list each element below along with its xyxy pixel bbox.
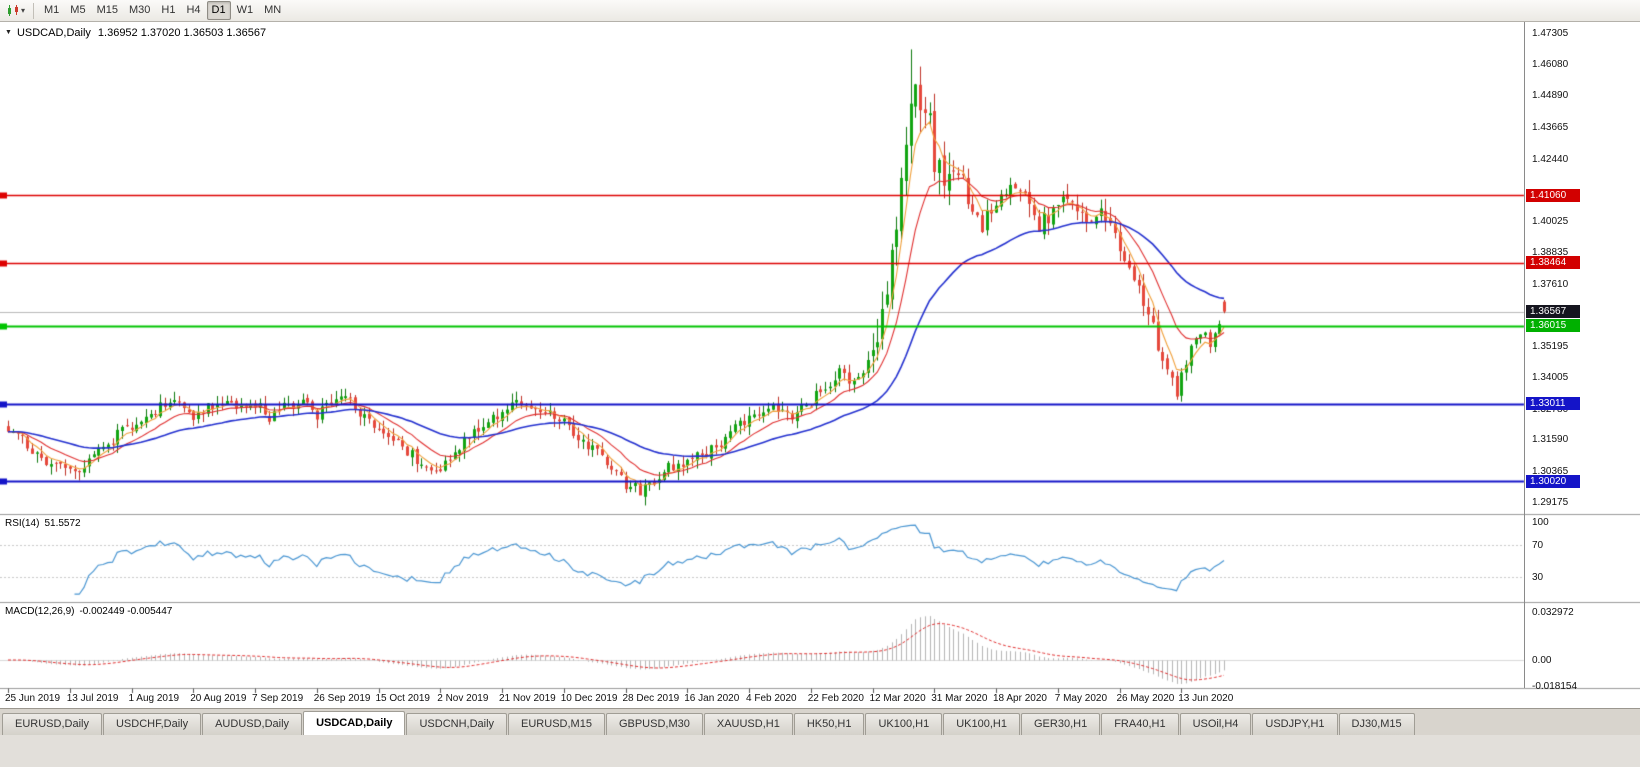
date-label: 10 Dec 2019 <box>560 693 618 704</box>
chart-tab-3-usdcad-daily[interactable]: USDCAD,Daily <box>303 711 406 735</box>
chart-tab-7-xauusd-h1[interactable]: XAUUSD,H1 <box>703 713 793 735</box>
price-tag-1.33011: 1.33011 <box>1526 397 1580 411</box>
macd-scale-label: -0.018154 <box>1532 681 1578 693</box>
macd-name: MACD(12,26,9) <box>5 606 75 617</box>
date-label: 28 Dec 2019 <box>622 693 680 704</box>
collapse-triangle-icon[interactable]: ▼ <box>5 29 12 36</box>
timeframe-button-w1[interactable]: W1 <box>236 4 254 16</box>
macd-values: -0.002449 -0.005447 <box>79 606 173 617</box>
chart-tab-6-gbpusd-m30[interactable]: GBPUSD,M30 <box>605 713 703 735</box>
chart-tab-12-fra40-h1[interactable]: FRA40,H1 <box>1101 713 1179 735</box>
chart-tab-15-dj30-m15[interactable]: DJ30,M15 <box>1338 713 1415 735</box>
price-tick-label: 1.47305 <box>1532 27 1569 39</box>
chart-tab-9-uk100-h1[interactable]: UK100,H1 <box>865 713 943 735</box>
chart-tab-8-hk50-h1[interactable]: HK50,H1 <box>793 713 865 735</box>
date-label: 7 May 2020 <box>1054 693 1108 704</box>
rsi-scale-label: 70 <box>1532 540 1544 552</box>
date-label: 1 Aug 2019 <box>128 693 180 704</box>
price-tick-label: 1.43665 <box>1532 121 1569 133</box>
rsi-scale-label: 30 <box>1532 571 1544 583</box>
price-scale[interactable]: 1.47305 1.46080 1.44890 1.43665 1.42440 1.400… <box>1524 22 1640 692</box>
date-label: 26 Sep 2019 <box>313 693 371 704</box>
price-tag-1.36567: 1.36567 <box>1526 305 1580 319</box>
timeframe-button-m1[interactable]: M1 <box>44 4 60 16</box>
candlestick-chart-icon[interactable] <box>7 4 20 17</box>
price-tick-label: 1.30365 <box>1532 466 1569 478</box>
dropdown-caret-icon[interactable]: ▾ <box>21 6 26 15</box>
toolbar-separator <box>33 2 35 19</box>
chart-window: ▼ USDCAD,Daily 1.36952 1.37020 1.36503 1.3… <box>0 22 1640 708</box>
date-label: 4 Feb 2020 <box>746 693 797 704</box>
macd-scale-label: 0.00 <box>1532 655 1552 666</box>
date-label: 26 May 2020 <box>1116 693 1175 704</box>
price-tag-1.41060: 1.41060 <box>1526 188 1580 202</box>
rsi-name: RSI(14) <box>5 518 40 529</box>
date-label: 12 Mar 2020 <box>869 693 926 704</box>
price-tag-1.38464: 1.38464 <box>1526 256 1580 270</box>
date-label: 7 Sep 2019 <box>252 693 304 704</box>
rsi-value: 51.5572 <box>44 518 81 529</box>
chart-tab-2-audusd-daily[interactable]: AUDUSD,Daily <box>202 713 303 735</box>
timeframe-button-h1[interactable]: H1 <box>161 4 176 16</box>
rsi-indicator-label: RSI(14) 51.5572 <box>5 518 81 529</box>
chart-tab-13-usoil-h4[interactable]: USOil,H4 <box>1179 713 1252 735</box>
window-bottom-fill <box>0 735 1640 767</box>
price-tick-label: 1.31590 <box>1532 434 1569 446</box>
price-tick-label: 1.37610 <box>1532 278 1569 290</box>
price-tick-label: 1.46080 <box>1532 59 1569 71</box>
symbol-period-label: USDCAD,Daily <box>16 27 91 39</box>
price-chart-canvas[interactable] <box>0 22 1640 708</box>
price-tick-label: 1.38835 <box>1532 246 1569 258</box>
price-tick-label: 1.29175 <box>1532 496 1569 508</box>
date-label: 31 Mar 2020 <box>931 693 988 704</box>
chart-title: ▼ USDCAD,Daily 1.36952 1.37020 1.36503 1.3… <box>5 27 266 39</box>
price-tag-1.30020: 1.30020 <box>1526 474 1580 488</box>
date-label: 13 Jun 2020 <box>1178 693 1234 704</box>
date-axis[interactable]: 25 Jun 2019 13 Jul 2019 1 Aug 2019 20 Aug 2… <box>0 689 1640 708</box>
date-label: 2 Nov 2019 <box>437 693 489 704</box>
timeframe-button-m15[interactable]: M15 <box>96 4 118 16</box>
date-label: 25 Jun 2019 <box>5 693 61 704</box>
chart-tab-bar: EURUSD,Daily USDCHF,Daily AUDUSD,Daily USDC… <box>0 708 1640 735</box>
chart-tab-14-usdjpy-h1[interactable]: USDJPY,H1 <box>1252 713 1338 735</box>
price-tag-1.36015: 1.36015 <box>1526 319 1580 333</box>
chart-tab-5-eurusd-m15[interactable]: EURUSD,M15 <box>508 713 605 735</box>
ohlc-values: 1.36952 1.37020 1.36503 1.36567 <box>97 27 267 39</box>
macd-indicator-label: MACD(12,26,9) -0.002449 -0.005447 <box>5 606 172 617</box>
timeframe-toolbar: ▾ M1 M5 M15 M30 H1 H4 D1 W1 MN <box>0 0 1640 22</box>
timeframe-buttons: M1 M5 M15 M30 H1 H4 D1 W1 MN <box>39 1 286 20</box>
timeframe-button-d1[interactable]: D1 <box>206 1 231 20</box>
date-label: 18 Apr 2020 <box>993 693 1047 704</box>
rsi-scale-label: 100 <box>1532 517 1549 528</box>
chart-tab-1-usdchf-daily[interactable]: USDCHF,Daily <box>102 713 202 735</box>
chart-tab-11-ger30-h1[interactable]: GER30,H1 <box>1021 713 1101 735</box>
chart-type-tool[interactable]: ▾ <box>4 4 28 17</box>
date-label: 20 Aug 2019 <box>190 693 247 704</box>
price-tick-label: 1.42440 <box>1532 153 1569 165</box>
chart-tab-4-usdcnh-daily[interactable]: USDCNH,Daily <box>406 713 508 735</box>
macd-scale-label: 0.032972 <box>1532 607 1574 619</box>
date-label: 21 Nov 2019 <box>499 693 556 704</box>
date-label: 15 Oct 2019 <box>375 693 430 704</box>
date-label: 13 Jul 2019 <box>66 693 119 704</box>
timeframe-button-mn[interactable]: MN <box>264 4 282 16</box>
date-label: 22 Feb 2020 <box>807 693 864 704</box>
timeframe-button-m5[interactable]: M5 <box>70 4 86 16</box>
price-tick-label: 1.40025 <box>1532 216 1569 228</box>
price-tick-label: 1.34005 <box>1532 371 1569 383</box>
price-tick-label: 1.44890 <box>1532 90 1569 102</box>
price-tick-label: 1.35195 <box>1532 341 1569 353</box>
timeframe-button-m30[interactable]: M30 <box>128 4 151 16</box>
chart-tab-10-uk100-h1[interactable]: UK100,H1 <box>943 713 1020 735</box>
timeframe-button-h4[interactable]: H4 <box>186 4 201 16</box>
date-label: 16 Jan 2020 <box>684 693 740 704</box>
chart-tab-0-eurusd-daily[interactable]: EURUSD,Daily <box>2 713 102 735</box>
